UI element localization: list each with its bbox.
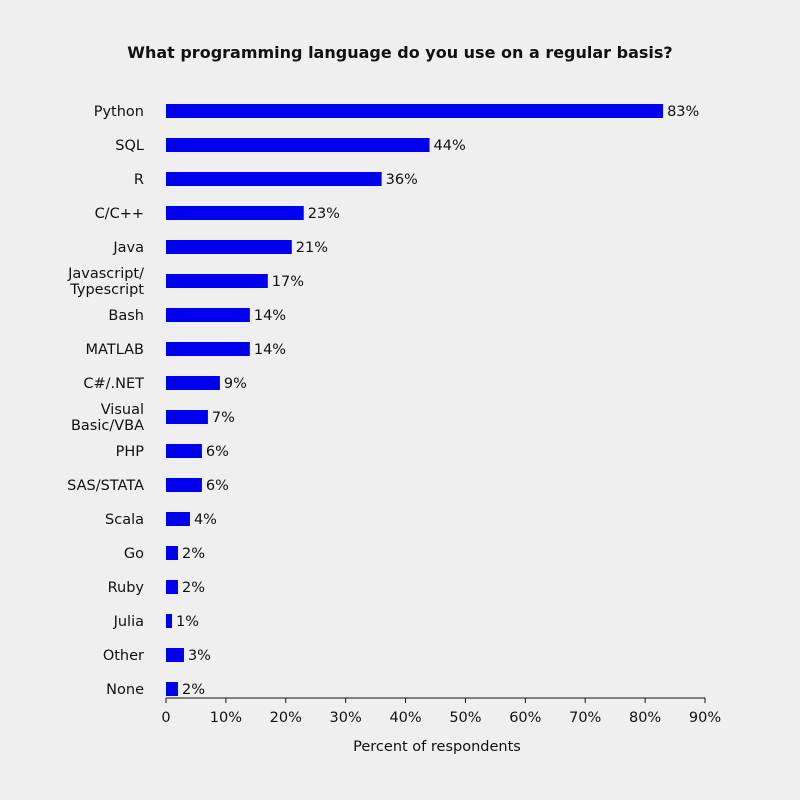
category-label-line: Basic/VBA — [71, 418, 144, 434]
category-label: MATLAB — [86, 342, 144, 358]
x-tick-label: 50% — [449, 710, 481, 726]
bar — [166, 512, 190, 526]
category-label-line: Ruby — [108, 580, 145, 596]
category-label-line: MATLAB — [86, 342, 144, 358]
category-label-line: None — [106, 682, 144, 698]
x-axis-title: Percent of respondents — [353, 739, 521, 755]
category-label: Go — [124, 546, 144, 562]
bar — [166, 172, 382, 186]
data-label: 6% — [206, 478, 229, 494]
data-label: 7% — [212, 410, 235, 426]
category-label-line: Java — [112, 240, 144, 256]
category-label-line: SAS/STATA — [67, 478, 144, 494]
data-label: 2% — [182, 682, 205, 698]
x-tick-label: 0 — [161, 710, 170, 726]
category-label-line: Bash — [108, 308, 144, 324]
data-label: 17% — [272, 274, 304, 290]
data-label: 14% — [254, 308, 286, 324]
x-tick-label: 90% — [689, 710, 721, 726]
data-label: 44% — [434, 138, 466, 154]
bar — [166, 376, 220, 390]
bar — [166, 104, 664, 118]
data-label: 2% — [182, 546, 205, 562]
category-label: None — [106, 682, 144, 698]
category-label: Scala — [105, 512, 144, 528]
data-label: 23% — [308, 206, 340, 222]
x-tick-label: 70% — [569, 710, 601, 726]
category-label: Javascript/Typescript — [67, 266, 144, 298]
category-label: SAS/STATA — [67, 478, 144, 494]
bar — [166, 444, 202, 458]
data-label: 83% — [667, 104, 699, 120]
bar — [166, 580, 178, 594]
category-label: Julia — [113, 614, 144, 630]
chart-title: What programming language do you use on … — [127, 43, 672, 62]
data-label: 2% — [182, 580, 205, 596]
bar — [166, 274, 268, 288]
data-label: 4% — [194, 512, 217, 528]
data-label: 14% — [254, 342, 286, 358]
category-label: Bash — [108, 308, 144, 324]
category-label-line: Python — [94, 104, 144, 120]
data-label: 36% — [386, 172, 418, 188]
bar — [166, 342, 250, 356]
category-label-line: Visual — [101, 402, 144, 418]
category-label-line: Scala — [105, 512, 144, 528]
x-tick-label: 80% — [629, 710, 661, 726]
category-label-line: Other — [103, 648, 144, 664]
category-label-line: R — [134, 172, 144, 188]
x-tick-label: 20% — [270, 710, 302, 726]
category-label: Other — [103, 648, 144, 664]
category-label: C#/.NET — [83, 376, 144, 392]
x-tick-label: 10% — [210, 710, 242, 726]
category-label-line: SQL — [115, 138, 144, 154]
bar — [166, 648, 184, 662]
category-label: Visual Basic/VBA — [71, 402, 144, 434]
bar — [166, 614, 172, 628]
data-label: 21% — [296, 240, 328, 256]
x-tick-label: 40% — [389, 710, 421, 726]
x-tick-label: 60% — [509, 710, 541, 726]
data-label: 9% — [224, 376, 247, 392]
x-axis: 0 10% 20% 30% 40% 50% 60% 70% 80% 90% — [161, 697, 721, 726]
category-label: PHP — [116, 444, 145, 460]
category-label-line: C#/.NET — [83, 376, 144, 392]
category-label: Python — [94, 104, 144, 120]
category-label: Ruby — [108, 580, 145, 596]
bar — [166, 138, 430, 152]
data-label: 1% — [176, 614, 199, 630]
x-tick-label: 30% — [330, 710, 362, 726]
category-label-line: Go — [124, 546, 144, 562]
bar — [166, 478, 202, 492]
category-label: Java — [112, 240, 144, 256]
bars-layer: 83% Python 44% SQL 36% R 23% C/C++ 21% Java 17% Jav… — [67, 104, 699, 698]
bar — [166, 682, 178, 696]
category-label: R — [134, 172, 144, 188]
data-label: 6% — [206, 444, 229, 460]
category-label-line: PHP — [116, 444, 145, 460]
bar — [166, 546, 178, 560]
bar — [166, 410, 208, 424]
category-label-line: Julia — [113, 614, 144, 630]
bar — [166, 206, 304, 220]
category-label-line: Typescript — [69, 282, 144, 298]
category-label-line: C/C++ — [95, 206, 144, 222]
category-label: C/C++ — [95, 206, 144, 222]
category-label-line: Javascript/ — [67, 266, 144, 282]
bar — [166, 308, 250, 322]
category-label: SQL — [115, 138, 144, 154]
data-label: 3% — [188, 648, 211, 664]
bar — [166, 240, 292, 254]
